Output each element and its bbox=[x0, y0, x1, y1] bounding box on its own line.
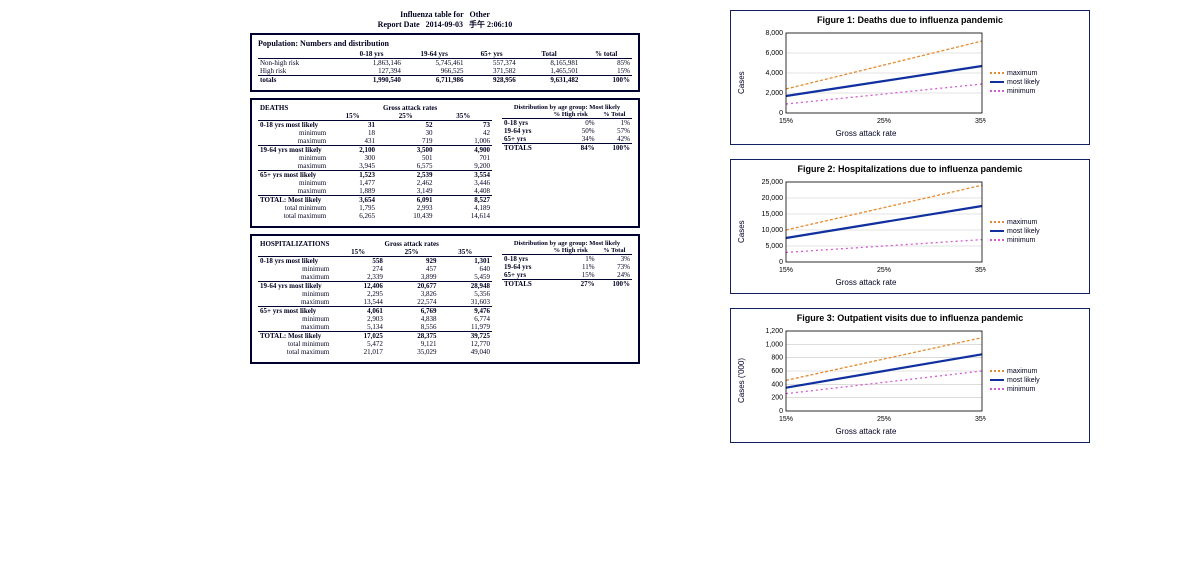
svg-text:15%: 15% bbox=[779, 416, 793, 423]
svg-text:400: 400 bbox=[771, 381, 783, 388]
population-title: Population: Numbers and distribution bbox=[258, 39, 632, 48]
svg-text:15,000: 15,000 bbox=[762, 211, 784, 218]
svg-text:25%: 25% bbox=[877, 416, 891, 423]
svg-text:35%: 35% bbox=[975, 118, 986, 125]
right-column: Figure 1: Deaths due to influenza pandem… bbox=[730, 10, 1090, 457]
svg-text:0: 0 bbox=[779, 408, 783, 415]
pop-row-totals: totals 1,990,540 6,711,986 928,956 9,631… bbox=[258, 76, 632, 85]
svg-text:25,000: 25,000 bbox=[762, 179, 784, 186]
pop-col-3: Total bbox=[518, 50, 581, 59]
chart-legend: maximummost likelyminimum bbox=[990, 69, 1040, 96]
svg-text:25%: 25% bbox=[877, 267, 891, 274]
report-header: Influenza table for Other Report Date 20… bbox=[250, 10, 640, 29]
chart-svg: 0 5,000 10,000 15,000 20,000 25,000 15% 25% 35% bbox=[746, 176, 986, 276]
chart-title: Figure 1: Deaths due to influenza pandem… bbox=[737, 15, 1083, 25]
header-l1-value: Other bbox=[469, 10, 489, 19]
pop-row-high: High risk 127,394 966,525 371,582 1,465,… bbox=[258, 67, 632, 76]
svg-text:600: 600 bbox=[771, 368, 783, 375]
population-box: Population: Numbers and distribution 0-1… bbox=[250, 33, 640, 92]
chart-svg: 0 2,000 4,000 6,000 8,000 15% 25% 35% bbox=[746, 27, 986, 127]
figure-2: Figure 2: Hospitalizations due to influe… bbox=[730, 159, 1090, 294]
svg-text:4,000: 4,000 bbox=[765, 70, 783, 77]
svg-text:25%: 25% bbox=[877, 118, 891, 125]
header-l2-label: Report Date bbox=[378, 20, 420, 29]
svg-text:0: 0 bbox=[779, 110, 783, 117]
chart-svg: 0 200 400 600 800 1,000 1,200 15% 25% 35% bbox=[746, 325, 986, 425]
figure-1: Figure 1: Deaths due to influenza pandem… bbox=[730, 10, 1090, 145]
pop-col-2: 65+ yrs bbox=[465, 50, 517, 59]
svg-text:5,000: 5,000 bbox=[765, 243, 783, 250]
deaths-box: DEATHSGross attack rates15%25%35%0-18 yr… bbox=[250, 98, 640, 228]
svg-text:1,200: 1,200 bbox=[765, 328, 783, 335]
svg-text:800: 800 bbox=[771, 355, 783, 362]
header-l2-time: 手午 2:06:10 bbox=[469, 20, 512, 29]
page-root: Influenza table for Other Report Date 20… bbox=[0, 0, 1190, 565]
pop-col-4: % total bbox=[580, 50, 632, 59]
header-l2-date: 2014-09-03 bbox=[426, 20, 463, 29]
chart-xlabel: Gross attack rate bbox=[746, 278, 986, 287]
svg-text:6,000: 6,000 bbox=[765, 50, 783, 57]
svg-text:15%: 15% bbox=[779, 267, 793, 274]
svg-text:2,000: 2,000 bbox=[765, 90, 783, 97]
svg-text:35%: 35% bbox=[975, 416, 986, 423]
hospitalizations-box: HOSPITALIZATIONSGross attack rates15%25%… bbox=[250, 234, 640, 364]
chart-xlabel: Gross attack rate bbox=[746, 427, 986, 436]
chart-ylabel: Cases bbox=[737, 176, 746, 287]
population-table: 0-18 yrs 19-64 yrs 65+ yrs Total % total… bbox=[258, 50, 632, 84]
pop-col-1: 19-64 yrs bbox=[403, 50, 466, 59]
svg-text:8,000: 8,000 bbox=[765, 30, 783, 37]
svg-text:20,000: 20,000 bbox=[762, 195, 784, 202]
svg-text:0: 0 bbox=[779, 259, 783, 266]
svg-text:35%: 35% bbox=[975, 267, 986, 274]
left-column: Influenza table for Other Report Date 20… bbox=[250, 10, 640, 370]
chart-title: Figure 3: Outpatient visits due to influ… bbox=[737, 313, 1083, 323]
header-l1-label: Influenza table for bbox=[400, 10, 463, 19]
chart-title: Figure 2: Hospitalizations due to influe… bbox=[737, 164, 1083, 174]
svg-text:1,000: 1,000 bbox=[765, 341, 783, 348]
chart-ylabel: Cases ('000) bbox=[737, 325, 746, 436]
pop-row-nonhigh: Non-high risk 1,863,146 5,745,461 557,37… bbox=[258, 59, 632, 68]
pop-col-0: 0-18 yrs bbox=[340, 50, 403, 59]
chart-ylabel: Cases bbox=[737, 27, 746, 138]
chart-xlabel: Gross attack rate bbox=[746, 129, 986, 138]
svg-text:10,000: 10,000 bbox=[762, 227, 784, 234]
svg-text:15%: 15% bbox=[779, 118, 793, 125]
chart-legend: maximummost likelyminimum bbox=[990, 218, 1040, 245]
svg-text:200: 200 bbox=[771, 395, 783, 402]
chart-legend: maximummost likelyminimum bbox=[990, 367, 1040, 394]
figure-3: Figure 3: Outpatient visits due to influ… bbox=[730, 308, 1090, 443]
